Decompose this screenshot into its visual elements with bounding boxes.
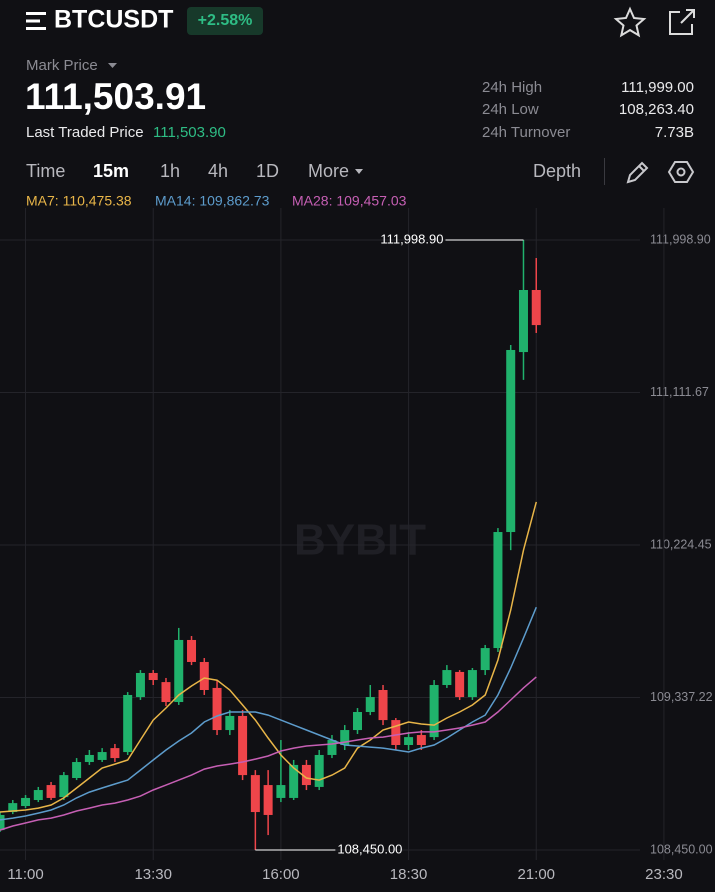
candle-body [123, 694, 133, 753]
stat-label: 24h Low [482, 101, 539, 118]
stat-value: 111,999.00 [621, 79, 694, 96]
dropdown-caret [355, 169, 363, 174]
ma-line [0, 606, 537, 821]
y-tick-label: 109,337.22 [650, 690, 713, 704]
x-tick-label: 11:00 [7, 866, 43, 883]
candle-body [97, 752, 107, 760]
candle-body [429, 685, 439, 738]
dropdown-caret [108, 63, 117, 68]
draw-icon[interactable] [626, 161, 649, 184]
last-traded-label: Last Traded Price [26, 124, 144, 141]
depth-tab[interactable]: Depth [533, 161, 581, 181]
candle-body [199, 661, 209, 690]
legend-entry: MA7: 110,475.38 [26, 193, 132, 209]
stat-label: 24h High [482, 79, 542, 96]
candle-body [378, 689, 388, 721]
candle-body [518, 289, 528, 353]
candle-body [455, 671, 465, 698]
candle-body [148, 672, 158, 681]
change: +2.58% [198, 12, 253, 29]
candle-body [174, 639, 184, 703]
y-tick-label: 111,998.90 [650, 232, 711, 246]
tab[interactable]: 1h [160, 161, 180, 181]
y-tick-label: 108,450.00 [650, 842, 713, 856]
tab[interactable]: Time [26, 161, 65, 181]
candle-body [314, 754, 324, 787]
candle-body [250, 775, 260, 813]
candle-body [340, 730, 350, 746]
candle-body [46, 785, 56, 798]
tab[interactable]: More [308, 161, 349, 181]
tab-active[interactable]: 15m [93, 161, 129, 181]
candle-body [301, 764, 311, 786]
settings-icon[interactable] [667, 161, 695, 183]
candle-body [493, 532, 503, 649]
watermark: BYBIT [294, 516, 426, 565]
change-badge [187, 7, 263, 35]
legend-entry: MA28: 109,457.03 [292, 193, 407, 209]
candle-body [135, 672, 145, 698]
candle-body [416, 735, 426, 746]
candle-body [404, 737, 414, 746]
candle-body [480, 648, 490, 671]
x-tick-label: 23:30 [645, 866, 683, 883]
x-tick-label: 16:00 [262, 866, 300, 883]
candle-body [263, 785, 273, 815]
candle-body [161, 682, 171, 703]
mark-price: 111,503.91 [25, 76, 206, 117]
candle-body [21, 797, 31, 807]
stat-value: 108,263.40 [619, 101, 694, 118]
annotation-label: 108,450.00 [337, 841, 402, 856]
candle-body [289, 764, 299, 798]
mark-price-label[interactable]: Mark Price [26, 57, 98, 74]
y-tick-label: 111,111.67 [650, 385, 709, 399]
candle-body [8, 803, 18, 813]
candle-body [391, 720, 401, 746]
candle-body [84, 754, 94, 763]
x-tick-label: 18:30 [390, 866, 428, 883]
legend-entry: MA14: 109,862.73 [155, 193, 270, 209]
y-tick-label: 110,224.45 [650, 537, 712, 551]
candle-body [225, 715, 235, 731]
favorite-icon[interactable] [613, 6, 647, 38]
candle-body [212, 687, 222, 731]
divider [604, 158, 605, 185]
candle-body [353, 711, 362, 731]
candle-body [72, 762, 82, 779]
candle-body [110, 748, 120, 759]
ma-line [0, 676, 537, 831]
candle-body [365, 697, 375, 712]
annotation-label: 111,998.90 [380, 231, 443, 246]
symbol[interactable]: BTCUSDT [54, 6, 173, 34]
candle-body [442, 670, 452, 686]
x-tick-label: 21:00 [517, 866, 555, 883]
tab[interactable]: 1D [256, 161, 279, 181]
ma-line [0, 501, 538, 813]
candle-body [33, 790, 43, 801]
x-tick-label: 13:30 [134, 866, 172, 883]
tab[interactable]: 4h [208, 161, 228, 181]
back-menu-icon[interactable] [26, 12, 46, 30]
share-icon[interactable] [669, 9, 695, 35]
candle-body [187, 639, 197, 662]
candle-body [531, 289, 541, 326]
candle-body [276, 785, 286, 798]
candle-body [238, 715, 248, 776]
candle-body [467, 670, 477, 698]
candle-body [327, 740, 337, 755]
candle-body [0, 814, 5, 831]
plot: 111,998.90 111,111.67 110,224.45 109,337.22… [0, 208, 713, 883]
stat-value: 7.73B [655, 124, 694, 141]
stat-label: 24h Turnover [482, 124, 570, 141]
candle-body [506, 349, 516, 533]
candle-body [59, 775, 69, 798]
last-traded-price: 111,503.90 [153, 124, 226, 141]
